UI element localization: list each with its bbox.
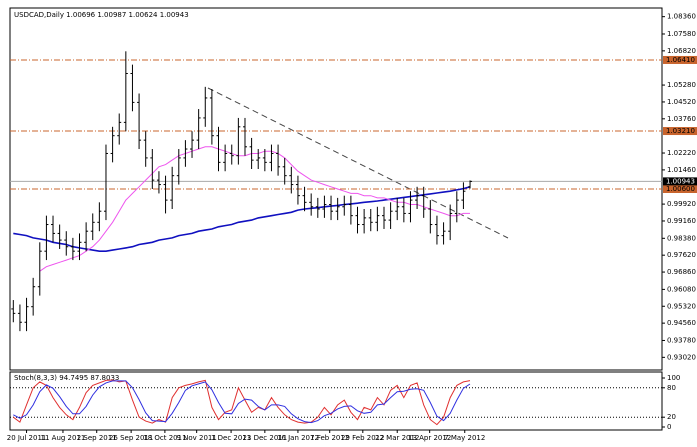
level-label-box [663,127,697,136]
y-tick-label: 0.93020 [667,353,696,361]
y-tick-label: 1.07580 [667,30,696,38]
stoch-title: Stoch(8,3,3) 94.7495 87.8033 [14,374,119,382]
last-price-box [663,177,697,186]
x-tick-label: 22 Mar 2012 [375,434,419,442]
x-tick-label: 7 May 2012 [444,434,485,442]
x-tick-label: 11 Aug 2011 [41,434,86,442]
level-label: 1.03210 [666,127,695,135]
y-tick-label: 0.93780 [667,336,696,344]
y-tick-label: 0.97620 [667,251,696,259]
moving-average [39,146,470,272]
x-tick-label: 16 Jan 2012 [277,434,319,442]
level-label: 1.00600 [666,185,695,193]
y-tick-label: 80 [667,384,676,392]
y-tick-label: 1.01460 [667,166,696,174]
y-tick-label: 0.96860 [667,268,696,276]
stoch-line [13,380,471,424]
y-tick-label: 0.96080 [667,285,696,293]
chart-title: USDCAD,Daily 1.00696 1.00987 1.00624 1.0… [14,11,189,19]
x-tick-label: 20 Jul 2011 [7,434,47,442]
level-label-box [663,55,697,64]
x-tick-label: 13 Apr 2012 [408,434,451,442]
y-tick-label: 100 [667,374,680,382]
y-tick-label: 0.99160 [667,217,696,225]
y-tick-label: 0.94560 [667,319,696,327]
stoch-line [13,379,471,426]
y-tick-label: 1.05280 [667,81,696,89]
level-label: 1.06410 [666,56,695,64]
y-tick-label: 20 [667,413,676,421]
y-tick-label: 0 [667,423,671,431]
y-tick-label: 0.99920 [667,200,696,208]
y-tick-label: 1.04520 [667,98,696,106]
y-tick-label: 1.08360 [667,13,696,21]
y-tick-label: 0.98380 [667,234,696,242]
y-tick-label: 1.03760 [667,115,696,123]
x-tick-label: 29 Feb 2012 [341,434,385,442]
level-label-box [663,185,697,193]
y-tick-label: 0.95320 [667,302,696,310]
x-tick-label: 2 Sep 2011 [77,434,117,442]
y-tick-label: 1.06820 [667,47,696,55]
trend-line [207,87,509,239]
x-tick-label: 23 Dec 2011 [242,434,287,442]
x-tick-label: 1 Dec 2011 [211,434,251,442]
x-tick-label: 26 Sep 2011 [109,434,153,442]
x-tick-label: 18 Oct 2011 [143,434,186,442]
x-tick-label: 9 Nov 2011 [176,434,216,442]
last-price-label: 1.00943 [666,177,695,185]
x-tick-label: 7 Feb 2012 [310,434,349,442]
y-tick-label: 1.02220 [667,149,696,157]
